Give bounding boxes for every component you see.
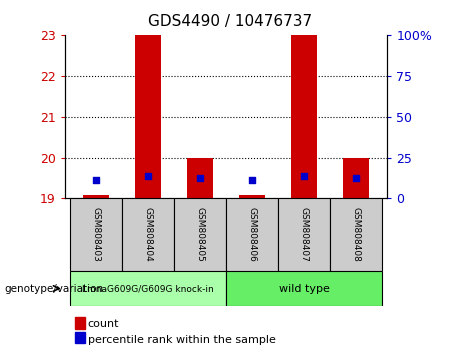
Text: GSM808405: GSM808405 (195, 207, 204, 262)
Bar (75, 317, 85, 329)
Point (248, 177, 255, 183)
Point (196, 175, 204, 181)
Bar (83, 195, 109, 198)
Bar (291, 35, 317, 198)
Text: GSM808408: GSM808408 (351, 207, 361, 262)
Bar (122, 198, 174, 271)
Bar (330, 198, 382, 271)
Bar (226, 198, 278, 271)
Bar (75, 332, 85, 343)
Point (144, 173, 152, 179)
Bar (174, 198, 226, 271)
Bar (70, 271, 226, 306)
Text: GSM808407: GSM808407 (300, 207, 308, 262)
Text: wild type: wild type (278, 284, 330, 293)
Bar (70, 198, 122, 271)
Point (352, 175, 360, 181)
Bar (343, 158, 369, 198)
Text: GSM808404: GSM808404 (143, 207, 152, 262)
Text: LmnaG609G/G609G knock-in: LmnaG609G/G609G knock-in (82, 284, 214, 293)
Bar (187, 158, 213, 198)
Text: percentile rank within the sample: percentile rank within the sample (88, 335, 276, 345)
Bar (226, 271, 382, 306)
Text: GSM808403: GSM808403 (91, 207, 100, 262)
Point (92, 177, 100, 183)
Text: genotype/variation: genotype/variation (5, 284, 104, 293)
Point (300, 173, 307, 179)
Bar (278, 198, 330, 271)
Bar (239, 195, 265, 198)
Text: GSM808406: GSM808406 (248, 207, 256, 262)
Text: count: count (88, 319, 119, 329)
Bar (135, 35, 161, 198)
Text: GDS4490 / 10476737: GDS4490 / 10476737 (148, 14, 313, 29)
